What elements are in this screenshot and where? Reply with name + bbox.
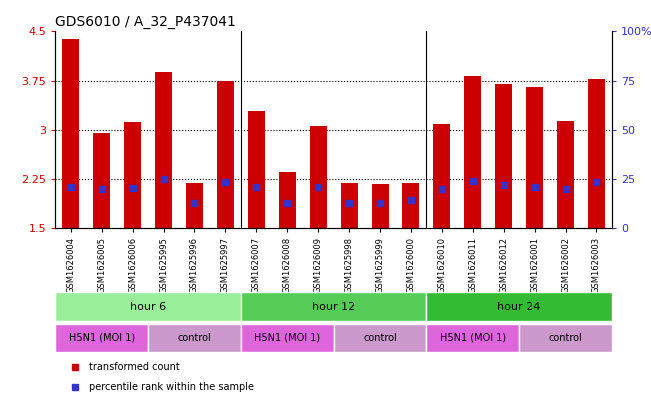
FancyBboxPatch shape (519, 324, 612, 352)
Text: GDS6010 / A_32_P437041: GDS6010 / A_32_P437041 (55, 15, 236, 29)
Bar (434, 124, 450, 228)
Bar (402, 183, 419, 228)
Bar (93, 133, 110, 228)
Bar (155, 72, 172, 228)
Bar (495, 84, 512, 228)
FancyBboxPatch shape (148, 324, 241, 352)
Text: H5N1 (MOI 1): H5N1 (MOI 1) (68, 333, 135, 343)
Text: hour 24: hour 24 (497, 301, 541, 312)
Bar (372, 184, 389, 228)
FancyBboxPatch shape (426, 324, 519, 352)
Text: H5N1 (MOI 1): H5N1 (MOI 1) (439, 333, 506, 343)
FancyBboxPatch shape (55, 324, 148, 352)
FancyBboxPatch shape (55, 292, 241, 321)
Text: hour 6: hour 6 (130, 301, 166, 312)
Bar (279, 172, 296, 228)
Text: hour 12: hour 12 (312, 301, 355, 312)
FancyBboxPatch shape (241, 324, 333, 352)
FancyBboxPatch shape (333, 324, 426, 352)
Bar (186, 184, 203, 228)
Bar (588, 79, 605, 228)
Text: control: control (549, 333, 583, 343)
Bar (217, 81, 234, 228)
Text: transformed count: transformed count (89, 362, 180, 373)
Bar (526, 87, 543, 228)
Text: H5N1 (MOI 1): H5N1 (MOI 1) (254, 333, 320, 343)
Bar (340, 184, 357, 228)
Text: control: control (363, 333, 397, 343)
Bar (124, 122, 141, 228)
Bar (62, 39, 79, 228)
FancyBboxPatch shape (426, 292, 612, 321)
Text: percentile rank within the sample: percentile rank within the sample (89, 382, 254, 392)
Bar (464, 76, 481, 228)
Text: control: control (178, 333, 212, 343)
Bar (248, 111, 265, 228)
FancyBboxPatch shape (241, 292, 426, 321)
Bar (310, 126, 327, 228)
Bar (557, 121, 574, 228)
